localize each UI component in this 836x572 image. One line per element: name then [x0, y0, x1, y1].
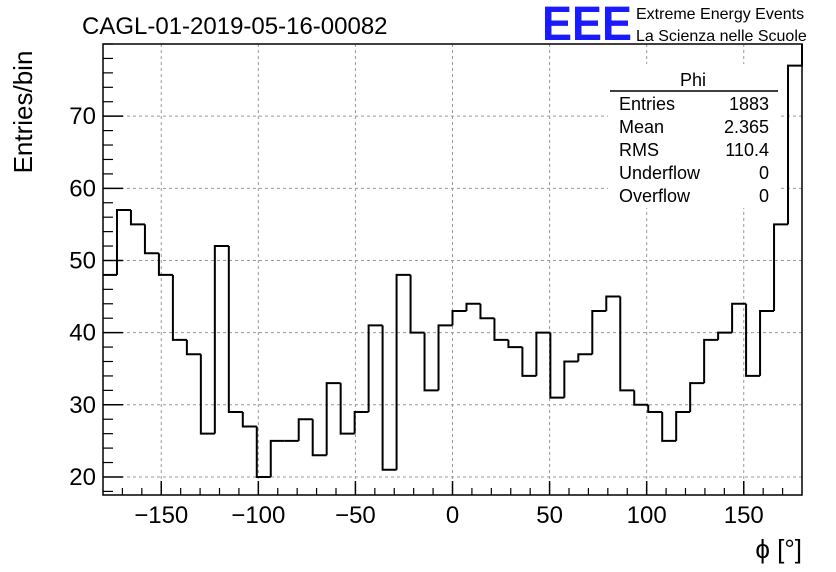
histogram-bin [745, 303, 761, 377]
logo-line2: La Scienza nelle Scuole [636, 28, 807, 45]
histogram-bin [675, 411, 691, 441]
histogram-bin [353, 411, 369, 434]
y-tick-label: 50 [69, 247, 96, 274]
histogram-bin [381, 325, 397, 471]
y-tick-label: 60 [69, 175, 96, 202]
histogram-bin [395, 273, 411, 470]
histogram-bin [619, 296, 635, 392]
histogram-bin [507, 339, 523, 349]
y-tick-label: 70 [69, 103, 96, 130]
histogram-bin [185, 339, 201, 356]
stats-row-label: Overflow [619, 186, 691, 206]
histogram-bin [171, 274, 187, 341]
histogram-bin [759, 309, 775, 376]
histogram-bin [563, 360, 579, 398]
histogram-bin [577, 353, 593, 362]
histogram-bin [661, 412, 677, 442]
stats-row-label: Entries [619, 94, 675, 114]
histogram-bin [521, 347, 537, 377]
y-tick-label: 30 [69, 392, 96, 419]
y-tick-labels: 20 30 40 50 60 70 [69, 103, 96, 491]
histogram-bin [535, 331, 551, 376]
y-tick-label: 40 [69, 320, 96, 347]
x-tick-label: 150 [724, 502, 764, 529]
histogram-bin [731, 302, 747, 333]
histogram-bin [465, 302, 481, 311]
histogram-bin [773, 223, 789, 311]
stats-row-value: 110.4 [725, 140, 769, 160]
histogram-bin [199, 354, 215, 435]
histogram-bin [311, 419, 327, 457]
histogram-bin [241, 412, 257, 428]
histogram-bin [115, 208, 131, 275]
histogram-bin [787, 44, 803, 225]
stats-rows: Entries 1883 Mean 2.365 RMS 110.4 Underflow 0 Ov… [619, 94, 769, 206]
histogram-bin [423, 332, 439, 392]
histogram-bin [409, 274, 425, 334]
histogram-bin [591, 309, 607, 355]
histogram-bin [255, 426, 271, 478]
logo-letters: EEE [542, 0, 632, 51]
x-tick-label: −100 [231, 502, 285, 529]
histogram-bin [605, 295, 621, 311]
histogram-bin [703, 338, 719, 384]
histogram-bin [213, 245, 229, 434]
histogram-bin [689, 382, 705, 413]
histogram-bin [717, 331, 733, 340]
x-tick-label: 50 [536, 502, 563, 529]
stats-title: Phi [680, 70, 706, 90]
axis-ticks [103, 43, 784, 495]
y-axis-label: Entries/bin [8, 51, 38, 174]
stats-row-value: 0 [759, 186, 769, 206]
stats-row-value: 2.365 [724, 117, 769, 137]
histogram-bin [451, 309, 467, 326]
x-tick-label: 0 [446, 502, 459, 529]
x-tick-label: 100 [627, 502, 667, 529]
chart-title: CAGL-01-2019-05-16-00082 [82, 13, 388, 40]
histogram-bin [437, 324, 453, 391]
y-tick-label: 20 [69, 464, 96, 491]
eee-logo: EEE Extreme Energy Events La Scienza nel… [542, 0, 807, 51]
histogram-bin [325, 382, 341, 456]
stats-row-label: Mean [619, 117, 664, 137]
x-tick-labels: −150 −100 −50 0 50 100 150 [134, 502, 764, 529]
histogram-bin [269, 439, 285, 477]
histogram-bin [227, 246, 243, 414]
histogram-bin [129, 209, 145, 226]
x-tick-label: −150 [134, 502, 188, 529]
histogram-bin [143, 224, 159, 255]
histogram-bin [647, 404, 663, 414]
stats-row-label: Underflow [619, 163, 701, 183]
stats-row-value: 1883 [729, 94, 769, 114]
histogram-bin [297, 418, 313, 441]
histogram-bin [479, 303, 495, 320]
x-axis-label: ϕ [°] [755, 534, 802, 564]
logo-line1: Extreme Energy Events [636, 6, 804, 23]
stats-row-value: 0 [759, 163, 769, 183]
histogram-bin [633, 390, 649, 406]
x-tick-label: −50 [335, 502, 376, 529]
histogram-bin [339, 383, 355, 435]
histogram-bin [367, 324, 383, 413]
histogram-bin [493, 318, 509, 341]
histogram-bin [157, 253, 173, 276]
histogram-bin [549, 332, 565, 399]
stats-box-background [608, 64, 778, 208]
stats-box: Phi Entries 1883 Mean 2.365 RMS 110.4 Underflo… [608, 64, 778, 208]
stats-row-label: RMS [619, 140, 659, 160]
